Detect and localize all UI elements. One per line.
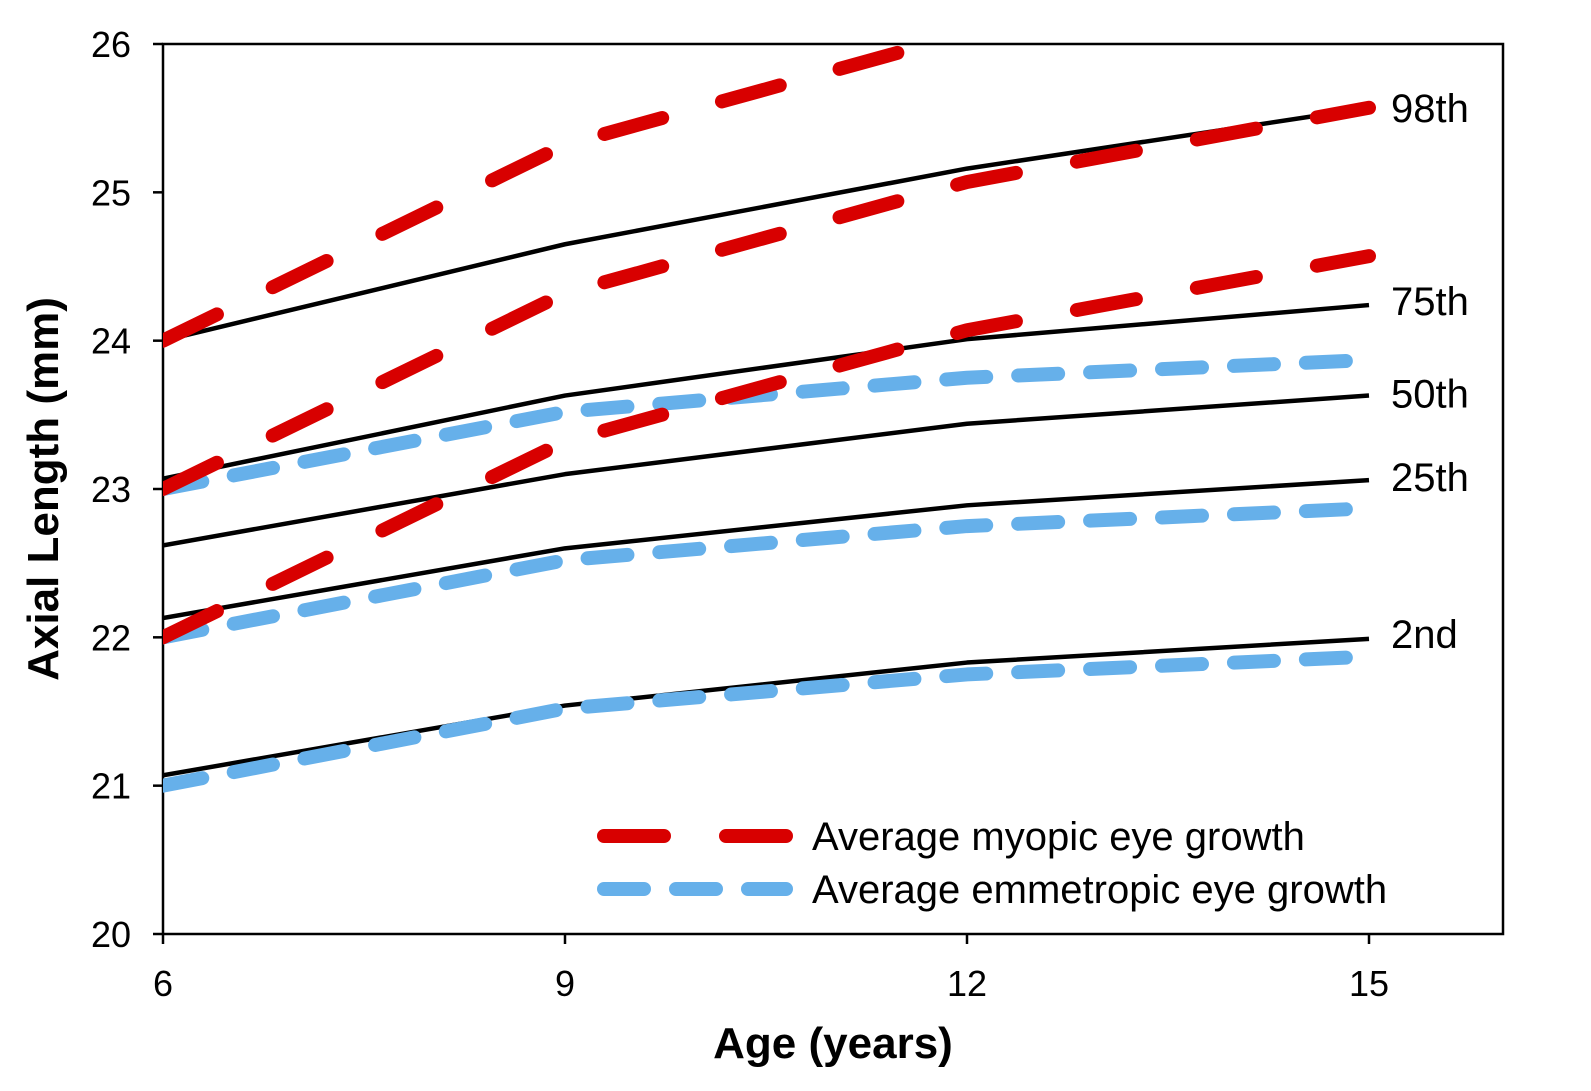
y-axis: 20 21 22 23 24 25 26 — [91, 24, 163, 955]
x-axis: 6 9 12 15 — [153, 934, 1389, 1004]
x-tick-label: 6 — [153, 963, 173, 1004]
plot-frame — [161, 42, 1505, 936]
percentile-25th-curve — [163, 477, 1370, 621]
percentile-98th-curve — [163, 105, 1370, 343]
percentile-75th-curve — [163, 302, 1370, 481]
legend: Average myopic eye growth Average emmetro… — [597, 815, 1387, 912]
y-tick-label: 21 — [91, 766, 131, 807]
emmetropic-curve — [163, 649, 1376, 793]
percentile-label-2nd: 2nd — [1391, 613, 1458, 657]
myopic-curve — [163, 44, 956, 348]
x-tick-label: 15 — [1349, 963, 1389, 1004]
y-tick-label: 26 — [91, 24, 131, 65]
percentile-label-98th: 98th — [1391, 87, 1469, 131]
y-tick-label: 20 — [91, 914, 131, 955]
percentile-2nd-curve — [163, 636, 1370, 778]
percentile-labels: 98th 75th 50th 25th 2nd — [1391, 87, 1469, 657]
plot-area — [161, 42, 1505, 936]
legend-label: Average myopic eye growth — [812, 815, 1305, 859]
x-axis-title: Age (years) — [713, 1019, 953, 1068]
myopic-curve — [163, 100, 1376, 496]
myopic-curves — [163, 44, 1376, 645]
emmetropic-curve — [163, 352, 1376, 496]
y-axis-title: Axial Length (mm) — [19, 297, 68, 681]
y-tick-label: 24 — [91, 321, 131, 362]
emmetropic-curves — [163, 352, 1376, 793]
emmetropic-curve — [163, 501, 1376, 645]
y-tick-label: 25 — [91, 172, 131, 213]
y-tick-label: 23 — [91, 469, 131, 510]
percentile-curves — [163, 105, 1370, 778]
x-tick-label: 9 — [555, 963, 575, 1004]
percentile-label-75th: 75th — [1391, 280, 1469, 324]
myopic-curve — [163, 249, 1376, 645]
y-tick-label: 22 — [91, 617, 131, 658]
percentile-label-50th: 50th — [1391, 373, 1469, 417]
legend-label: Average emmetropic eye growth — [812, 868, 1387, 912]
percentile-label-25th: 25th — [1391, 456, 1469, 500]
percentile-50th-curve — [163, 393, 1370, 548]
x-tick-label: 12 — [947, 963, 987, 1004]
